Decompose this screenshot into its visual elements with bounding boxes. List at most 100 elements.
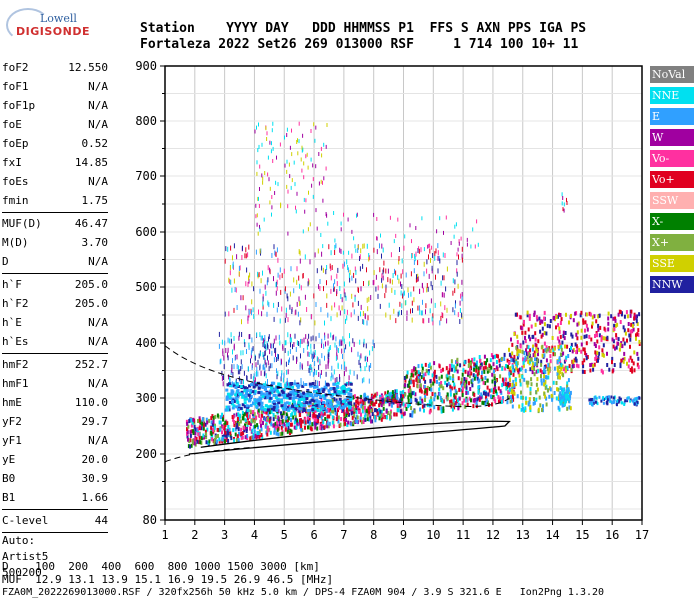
echo-point xyxy=(343,387,346,391)
echo-point xyxy=(412,373,415,378)
echo-point xyxy=(251,418,254,423)
echo-point xyxy=(356,419,359,424)
param-value: 12.550 xyxy=(68,61,108,74)
echo-point xyxy=(370,396,373,401)
echo-point xyxy=(323,425,326,430)
echo-point xyxy=(335,398,338,403)
echo-point xyxy=(263,383,266,387)
echo-point xyxy=(404,378,407,383)
echo-point xyxy=(202,423,205,428)
echo-point xyxy=(226,383,230,387)
echo-point xyxy=(440,406,443,411)
echo-point xyxy=(609,399,612,403)
echo-point xyxy=(376,236,377,241)
echo-point xyxy=(294,333,296,339)
echo-point xyxy=(526,313,529,318)
echo-point xyxy=(309,408,313,412)
echo-point xyxy=(454,288,456,294)
echo-point xyxy=(232,404,236,408)
echo-point xyxy=(256,431,259,435)
echo-point xyxy=(302,147,304,152)
digisonde-logo: Lowell DIGISONDE xyxy=(4,6,89,42)
echo-point xyxy=(269,186,271,191)
echo-point xyxy=(247,281,249,287)
echo-point xyxy=(449,384,452,389)
echo-point xyxy=(258,384,262,388)
echo-point xyxy=(600,335,603,340)
echo-point xyxy=(327,358,329,364)
echo-point xyxy=(539,368,542,373)
param-label: yF1 xyxy=(2,434,22,447)
echo-point xyxy=(457,376,460,381)
echo-point xyxy=(456,362,459,367)
echo-point xyxy=(196,426,199,431)
echo-point xyxy=(273,387,277,391)
echo-point xyxy=(636,314,638,319)
echo-point xyxy=(629,355,632,360)
echo-point xyxy=(568,405,571,410)
echo-point xyxy=(230,402,234,406)
echo-point xyxy=(524,339,527,344)
echo-point xyxy=(370,363,372,368)
echo-point xyxy=(615,400,618,404)
echo-point xyxy=(295,384,299,387)
echo-point xyxy=(533,312,536,317)
echo-point xyxy=(638,396,641,400)
echo-point xyxy=(548,324,551,329)
echo-point xyxy=(616,322,619,327)
echo-point xyxy=(262,352,264,358)
echo-point xyxy=(315,302,317,307)
echo-point xyxy=(214,414,217,419)
echo-point xyxy=(229,431,232,436)
echo-point xyxy=(498,363,501,368)
echo-point xyxy=(410,392,413,397)
echo-point xyxy=(471,359,474,364)
echo-point xyxy=(485,394,487,399)
echo-point xyxy=(336,289,338,294)
echo-point xyxy=(385,409,388,414)
echo-point xyxy=(446,318,448,324)
echo-point xyxy=(443,275,445,281)
echo-point xyxy=(339,376,341,382)
echo-point xyxy=(251,347,253,353)
echo-point xyxy=(585,334,588,339)
echo-point xyxy=(323,142,325,147)
echo-point xyxy=(562,207,564,212)
echo-point xyxy=(317,416,320,421)
echo-point xyxy=(195,437,198,441)
echo-point xyxy=(606,351,608,356)
echo-point xyxy=(211,414,214,419)
echo-point xyxy=(583,347,586,352)
echo-point xyxy=(430,257,431,263)
echo-point xyxy=(453,382,456,387)
echo-point xyxy=(508,390,510,395)
echo-point xyxy=(272,159,274,163)
echo-point xyxy=(594,400,597,404)
echo-point xyxy=(249,272,251,278)
echo-point xyxy=(628,358,631,363)
echo-point xyxy=(523,319,525,324)
echo-point xyxy=(264,417,267,422)
echo-point xyxy=(532,334,535,339)
echo-point xyxy=(332,335,334,341)
echo-point xyxy=(190,443,193,448)
echo-point xyxy=(311,353,313,359)
echo-point xyxy=(494,354,496,359)
echo-point xyxy=(516,368,519,373)
echo-point xyxy=(321,353,323,359)
echo-point xyxy=(596,402,599,406)
echo-point xyxy=(418,305,420,311)
echo-point xyxy=(347,217,349,222)
echo-point xyxy=(434,302,436,308)
echo-point xyxy=(279,267,281,273)
echo-point xyxy=(307,338,309,344)
echo-point xyxy=(317,419,320,424)
echo-point xyxy=(606,335,609,340)
echo-point xyxy=(240,350,242,356)
param-separator xyxy=(2,273,108,274)
echo-point xyxy=(416,277,418,282)
echo-point xyxy=(325,341,326,347)
echo-point xyxy=(467,390,470,395)
echo-point xyxy=(448,363,451,368)
echo-point xyxy=(189,433,192,438)
